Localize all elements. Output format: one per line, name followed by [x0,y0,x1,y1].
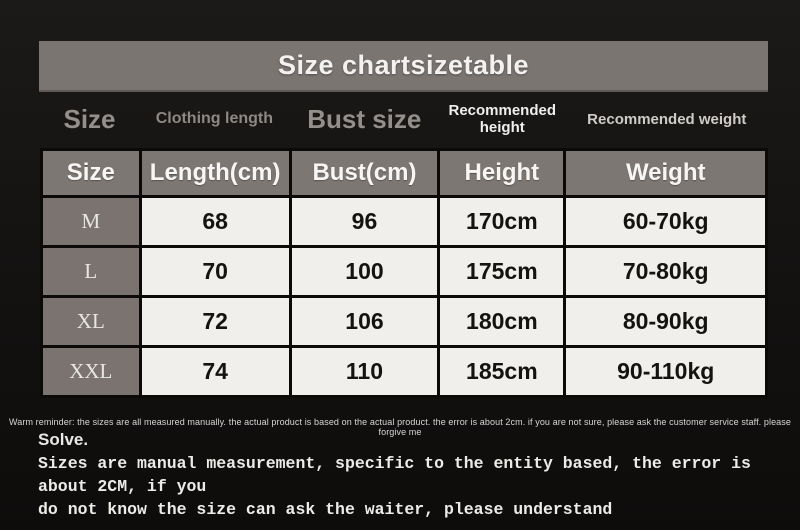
cell-size: L [40,245,142,298]
header-weight: Weight [563,148,768,198]
header-length: Length(cm) [138,148,292,198]
cell-bust: 106 [288,295,441,348]
measurement-note: Sizes are manual measurement, specific t… [38,452,778,521]
label-size: Size [63,103,116,134]
cell-weight: 60-70kg [563,195,768,248]
cell-height: 180cm [437,295,567,348]
cell-bust: 96 [288,195,441,248]
cell-height: 170cm [437,195,567,248]
table-row: M 68 96 170cm 60-70kg [40,195,768,248]
label-bust-size: Bust size [307,103,422,134]
label-recommended-height: Recommended height [448,102,557,136]
solve-text: Solve. [38,430,89,449]
cell-height: 185cm [437,345,567,398]
note-line-1: Sizes are manual measurement, specific t… [38,454,751,496]
table-row: XXL 74 110 185cm 90-110kg [40,345,768,398]
cell-bust: 110 [288,345,441,398]
cell-height: 175cm [437,245,567,298]
label-recommended-weight: Recommended weight [587,110,747,128]
column-labels-row: Size Clothing length Bust size Recommend… [40,99,768,139]
cell-size: XL [40,295,142,348]
page-title: Size chartsizetable [277,50,530,80]
cell-length: 70 [138,245,292,298]
size-table: Size Length(cm) Bust(cm) Height Weight M… [40,148,768,398]
table-row: XL 72 106 180cm 80-90kg [40,295,768,348]
header-size: Size [40,148,142,198]
table-header-row: Size Length(cm) Bust(cm) Height Weight [40,148,768,198]
cell-bust: 100 [288,245,441,298]
warm-reminder-text: Warm reminder: the sizes are all measure… [8,417,791,437]
cell-weight: 80-90kg [563,295,768,348]
cell-size: M [40,195,142,248]
note-line-2: do not know the size can ask the waiter,… [38,500,613,519]
header-height: Height [437,148,567,198]
cell-length: 74 [138,345,292,398]
table-row: L 70 100 175cm 70-80kg [40,245,768,298]
label-clothing-length: Clothing length [155,110,273,127]
title-banner: Size chartsizetable [39,41,768,92]
header-bust: Bust(cm) [288,148,441,198]
cell-size: XXL [40,345,142,398]
cell-weight: 90-110kg [563,345,768,398]
cell-weight: 70-80kg [563,245,768,298]
cell-length: 72 [138,295,292,348]
cell-length: 68 [138,195,292,248]
